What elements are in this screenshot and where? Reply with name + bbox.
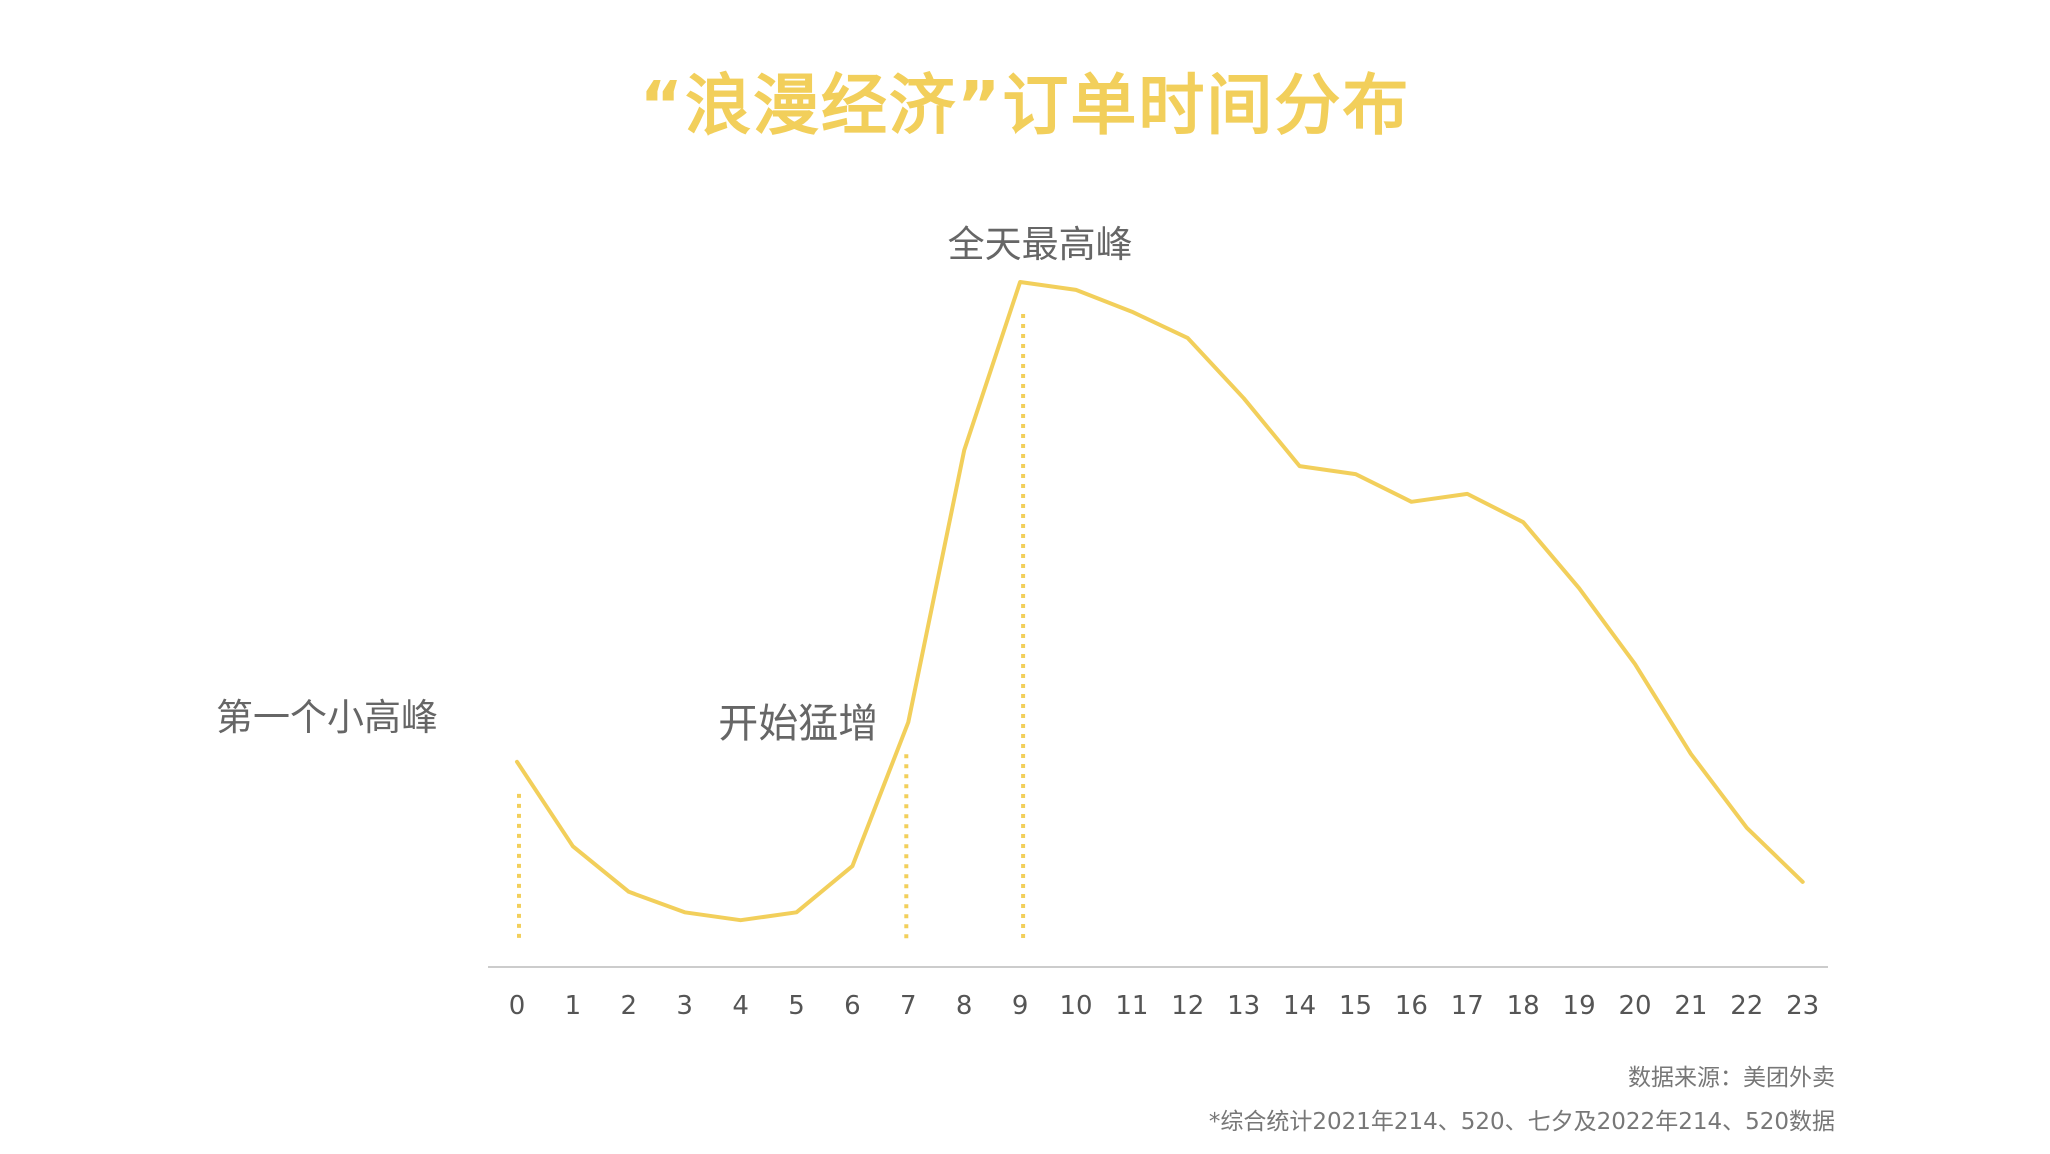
x-tick-label: 7 — [900, 991, 917, 1021]
x-tick-label: 6 — [844, 991, 861, 1021]
x-tick-label: 10 — [1059, 991, 1092, 1021]
x-tick-label: 9 — [1012, 991, 1029, 1021]
x-tick-label: 15 — [1339, 991, 1372, 1021]
x-tick-label: 17 — [1451, 991, 1484, 1021]
x-tick-label: 12 — [1171, 991, 1204, 1021]
annotation-label: 全天最高峰 — [948, 223, 1133, 266]
x-tick-label: 23 — [1786, 991, 1819, 1021]
x-tick-label: 8 — [956, 991, 973, 1021]
x-tick-label: 19 — [1563, 991, 1596, 1021]
x-tick-label: 18 — [1507, 991, 1540, 1021]
annotation-drop-lines — [517, 314, 1026, 943]
x-tick-label: 2 — [621, 991, 638, 1021]
series-line — [515, 280, 1805, 923]
data-source-note: 数据来源：美团外卖 — [1628, 1065, 1835, 1091]
chart-title: “浪漫经济”订单时间分布 — [639, 67, 1411, 144]
x-tick-label: 4 — [732, 991, 749, 1021]
annotation-label: 开始猛增 — [718, 701, 878, 747]
x-tick-label: 21 — [1674, 991, 1707, 1021]
annotation-labels: 第一个小高峰 开始猛增 全天最高峰 — [216, 223, 1133, 747]
x-tick-label: 5 — [788, 991, 805, 1021]
x-tick-label: 1 — [565, 991, 582, 1021]
x-tick-label: 16 — [1395, 991, 1428, 1021]
x-tick-label: 0 — [509, 991, 526, 1021]
x-tick-label: 11 — [1115, 991, 1148, 1021]
x-tick-label: 3 — [676, 991, 693, 1021]
x-tick-label: 20 — [1618, 991, 1651, 1021]
x-tick-label: 22 — [1730, 991, 1763, 1021]
x-tick-label: 14 — [1283, 991, 1316, 1021]
x-tick-labels: 0 1 2 3 4 5 6 7 8 9 10 11 12 13 14 15 16 17 18 19 20 21 22 23 — [509, 991, 1820, 1021]
footnote: *综合统计2021年214、520、七夕及2022年214、520数据 — [1208, 1109, 1835, 1135]
annotation-label: 第一个小高峰 — [216, 696, 438, 739]
x-tick-label: 13 — [1227, 991, 1260, 1021]
